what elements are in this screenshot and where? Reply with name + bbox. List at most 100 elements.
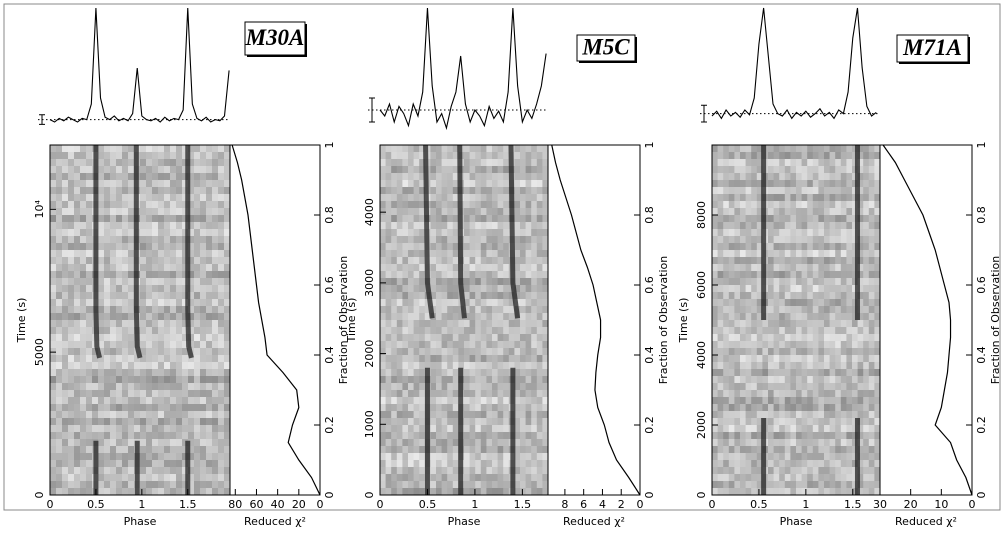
noise-cell xyxy=(796,285,803,293)
noise-cell xyxy=(452,425,459,433)
noise-cell xyxy=(728,411,735,419)
noise-cell xyxy=(56,152,63,160)
noise-cell xyxy=(74,418,81,426)
noise-cell xyxy=(796,460,803,468)
noise-cell xyxy=(212,152,219,160)
noise-cell xyxy=(176,250,183,258)
noise-cell xyxy=(224,285,231,293)
noise-cell xyxy=(176,481,183,489)
noise-cell xyxy=(128,425,135,433)
noise-cell xyxy=(469,453,476,461)
noise-cell xyxy=(740,411,747,419)
noise-cell xyxy=(176,299,183,307)
noise-cell xyxy=(122,453,129,461)
noise-cell xyxy=(56,180,63,188)
noise-cell xyxy=(734,481,741,489)
noise-cell xyxy=(857,439,864,447)
noise-cell xyxy=(712,425,719,433)
noise-cell xyxy=(801,285,808,293)
noise-cell xyxy=(790,376,797,384)
noise-cell xyxy=(779,264,786,272)
noise-cell xyxy=(514,173,521,181)
noise-cell xyxy=(170,194,177,202)
noise-cell xyxy=(756,306,763,314)
noise-cell xyxy=(170,236,177,244)
noise-cell xyxy=(164,376,171,384)
noise-cell xyxy=(396,180,403,188)
noise-cell xyxy=(492,369,499,377)
noise-cell xyxy=(525,320,532,328)
noise-cell xyxy=(812,201,819,209)
noise-cell xyxy=(508,334,515,342)
noise-cell xyxy=(436,243,443,251)
noise-cell xyxy=(773,152,780,160)
noise-cell xyxy=(158,460,165,468)
noise-cell xyxy=(542,264,549,272)
noise-cell xyxy=(218,208,225,216)
noise-cell xyxy=(430,152,437,160)
noise-cell xyxy=(441,257,448,265)
noise-cell xyxy=(868,243,875,251)
noise-cell xyxy=(492,285,499,293)
noise-cell xyxy=(116,306,123,314)
noise-cell xyxy=(745,474,752,482)
noise-cell xyxy=(464,362,471,370)
noise-cell xyxy=(170,243,177,251)
noise-cell xyxy=(740,166,747,174)
noise-cell xyxy=(801,327,808,335)
noise-cell xyxy=(176,243,183,251)
noise-cell xyxy=(402,467,409,475)
noise-cell xyxy=(74,320,81,328)
noise-cell xyxy=(158,467,165,475)
noise-cell xyxy=(773,320,780,328)
noise-cell xyxy=(140,390,147,398)
noise-cell xyxy=(408,390,415,398)
noise-cell xyxy=(824,411,831,419)
noise-cell xyxy=(56,488,63,496)
noise-cell xyxy=(170,397,177,405)
noise-cell xyxy=(158,187,165,195)
noise-cell xyxy=(868,327,875,335)
noise-cell xyxy=(542,334,549,342)
noise-cell xyxy=(790,243,797,251)
noise-cell xyxy=(740,390,747,398)
noise-cell xyxy=(824,355,831,363)
noise-cell xyxy=(206,453,213,461)
noise-cell xyxy=(536,243,543,251)
noise-cell xyxy=(413,418,420,426)
noise-cell xyxy=(212,159,219,167)
noise-cell xyxy=(542,404,549,412)
noise-cell xyxy=(525,341,532,349)
noise-cell xyxy=(863,222,870,230)
noise-cell xyxy=(436,306,443,314)
noise-cell xyxy=(723,159,730,167)
noise-cell xyxy=(80,474,87,482)
noise-cell xyxy=(152,299,159,307)
noise-cell xyxy=(116,411,123,419)
noise-cell xyxy=(182,180,189,188)
noise-cell xyxy=(768,313,775,321)
noise-cell xyxy=(868,334,875,342)
noise-cell xyxy=(801,369,808,377)
noise-cell xyxy=(525,229,532,237)
noise-cell xyxy=(182,453,189,461)
noise-cell xyxy=(56,411,63,419)
noise-cell xyxy=(492,481,499,489)
noise-cell xyxy=(98,201,105,209)
noise-cell xyxy=(801,243,808,251)
noise-cell xyxy=(497,467,504,475)
noise-cell xyxy=(413,306,420,314)
noise-cell xyxy=(396,145,403,153)
noise-cell xyxy=(503,159,510,167)
noise-cell xyxy=(486,208,493,216)
noise-cell xyxy=(712,313,719,321)
noise-cell xyxy=(430,292,437,300)
noise-cell xyxy=(224,397,231,405)
noise-cell xyxy=(104,173,111,181)
noise-cell xyxy=(146,159,153,167)
noise-cell xyxy=(475,467,482,475)
noise-cell xyxy=(801,383,808,391)
noise-cell xyxy=(740,334,747,342)
noise-cell xyxy=(469,243,476,251)
noise-cell xyxy=(492,355,499,363)
